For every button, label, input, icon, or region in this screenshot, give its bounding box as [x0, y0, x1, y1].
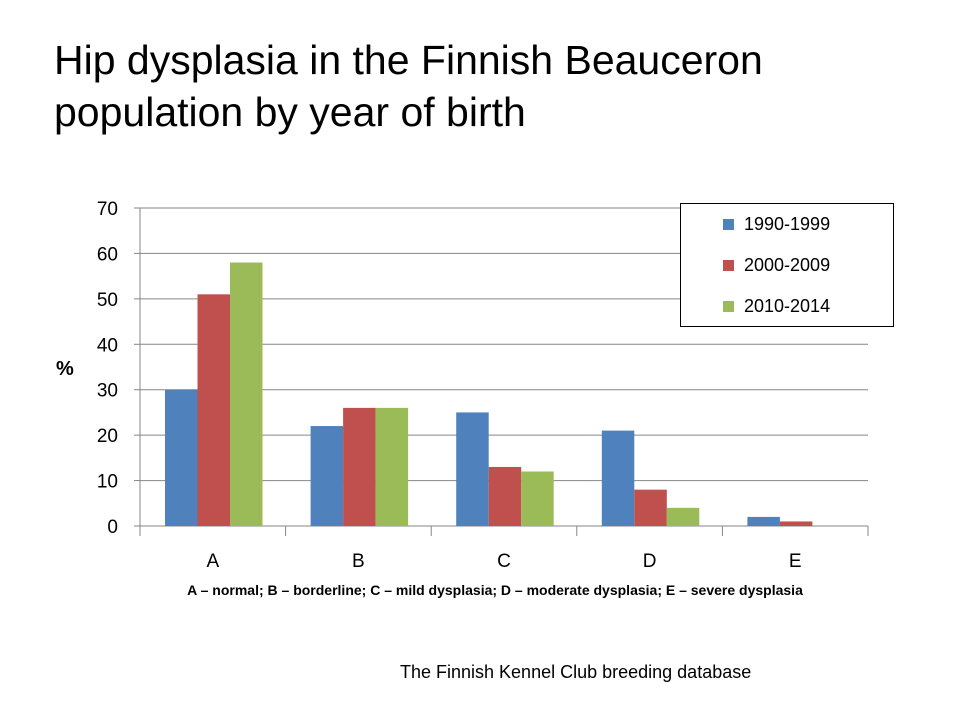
bar-2010-2014-C [521, 471, 554, 526]
bar-2010-2014-B [375, 407, 409, 526]
x-tick-label: B [352, 551, 365, 572]
legend-item: 2000-2009 [723, 255, 830, 276]
bar-1990-1999-D [601, 430, 635, 526]
bar-2010-2014-A [230, 262, 263, 526]
legend-swatch [723, 219, 734, 230]
x-tick-label: A [206, 551, 219, 572]
legend-item: 2010-2014 [723, 296, 830, 317]
legend-swatch [723, 260, 734, 271]
bar-1990-1999-E [747, 516, 780, 526]
y-tick-label: 10 [97, 472, 118, 493]
y-tick-label: 70 [97, 199, 118, 220]
bar-2000-2009-A [197, 294, 230, 526]
legend-label: 1990-1999 [744, 214, 831, 234]
bar-1990-1999-B [310, 426, 344, 526]
y-tick-label: 20 [97, 426, 118, 447]
legend-item: 1990-1999 [723, 214, 830, 235]
y-tick-label: 40 [97, 335, 118, 356]
bar-2000-2009-E [779, 521, 813, 526]
bar-1990-1999-C [456, 412, 489, 526]
bar-2000-2009-D [634, 489, 667, 526]
y-tick-label: 0 [107, 517, 118, 538]
legend-label: 2000-2009 [744, 255, 831, 275]
category-caption: A – normal; B – borderline; C – mild dys… [187, 582, 803, 598]
legend-swatch [723, 301, 734, 312]
y-tick-label: 50 [97, 290, 118, 311]
y-tick-label: 60 [97, 244, 118, 265]
y-axis-label: % [56, 358, 74, 380]
x-tick-label: D [643, 551, 657, 572]
x-tick-label: E [789, 551, 802, 572]
bar-2000-2009-B [343, 407, 376, 526]
source-note: The Finnish Kennel Club breeding databas… [400, 662, 752, 682]
y-tick-label: 30 [97, 381, 118, 402]
x-tick-label: C [497, 551, 511, 572]
bar-1990-1999-A [165, 389, 198, 526]
chart-title: Hip dysplasia in the Finnish Beauceron p… [54, 37, 763, 135]
legend: 1990-1999 2000-2009 2010-2014 [680, 203, 894, 327]
bar-2000-2009-C [488, 466, 522, 526]
bar-2010-2014-D [666, 507, 700, 526]
legend-label: 2010-2014 [744, 296, 831, 316]
